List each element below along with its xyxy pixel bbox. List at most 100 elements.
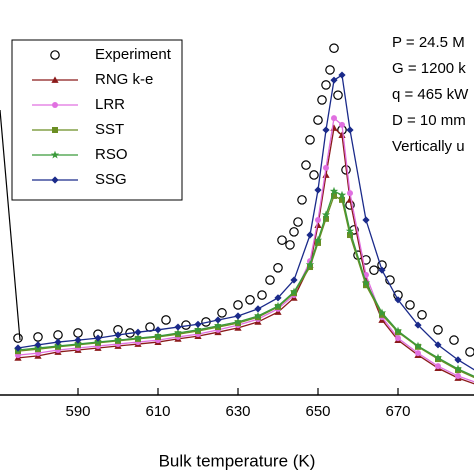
data-point <box>414 321 422 329</box>
series-line <box>17 126 474 385</box>
legend-marker <box>52 102 58 108</box>
data-point <box>315 239 321 246</box>
data-point <box>306 231 314 239</box>
legend-marker <box>52 127 58 133</box>
data-point <box>161 315 171 325</box>
legend-label: LRR <box>95 96 125 113</box>
data-point <box>321 210 331 219</box>
data-point <box>337 190 347 199</box>
legend-box <box>11 39 183 201</box>
data-point <box>330 76 338 84</box>
data-point <box>290 276 298 284</box>
data-point <box>13 333 23 343</box>
data-point <box>245 295 255 305</box>
data-point <box>338 71 346 79</box>
data-point <box>362 216 370 224</box>
data-point <box>405 300 415 310</box>
x-tick-label: 650 <box>305 403 330 420</box>
data-point <box>73 328 83 338</box>
data-point <box>453 364 463 373</box>
data-point <box>323 164 329 171</box>
series-line <box>17 116 474 383</box>
data-point <box>94 334 102 342</box>
data-point <box>322 126 330 134</box>
data-point <box>234 312 242 320</box>
data-point <box>434 341 442 349</box>
data-point <box>133 333 143 342</box>
data-point <box>325 65 335 75</box>
legend-marker <box>51 76 59 83</box>
data-point <box>345 226 355 235</box>
data-point <box>314 186 322 194</box>
data-point <box>323 215 329 222</box>
x-axis-label: Bulk temperature (K) <box>159 451 316 470</box>
data-point <box>274 294 282 302</box>
x-tick-label: 590 <box>65 403 90 420</box>
data-point <box>233 300 243 310</box>
data-point <box>395 335 401 342</box>
data-point <box>305 260 315 269</box>
data-point <box>379 311 385 318</box>
data-point <box>53 330 63 340</box>
data-point <box>257 290 267 300</box>
data-point <box>433 325 443 335</box>
legend-label: Experiment <box>95 46 172 63</box>
data-point <box>305 135 315 145</box>
data-point <box>449 335 459 345</box>
data-point <box>329 43 339 53</box>
series-line <box>17 190 474 377</box>
data-point <box>322 171 330 178</box>
data-point <box>329 186 339 195</box>
data-point <box>454 356 462 364</box>
data-point <box>435 363 441 370</box>
data-point <box>293 217 303 227</box>
data-point <box>413 341 423 350</box>
legend-label: RSO <box>95 146 128 163</box>
legend-label: RNG k-e <box>95 71 153 88</box>
legend-marker <box>50 50 60 60</box>
data-point <box>347 190 353 197</box>
data-point <box>333 90 343 100</box>
data-point <box>113 335 123 344</box>
data-point <box>301 160 311 170</box>
pointer-line <box>0 109 21 341</box>
data-point <box>289 227 299 237</box>
x-tick-label: 630 <box>225 403 250 420</box>
data-point <box>417 310 427 320</box>
data-point <box>346 126 354 134</box>
annotation: Vertically u <box>392 138 465 155</box>
data-point <box>277 235 287 245</box>
data-point <box>313 115 323 125</box>
data-point <box>174 323 182 331</box>
legend-marker <box>51 176 59 184</box>
data-point <box>173 328 183 337</box>
annotation: D = 10 mm <box>392 112 466 129</box>
annotation: G = 1200 k <box>392 60 466 77</box>
data-point <box>369 265 379 275</box>
data-point <box>114 331 122 339</box>
data-point <box>14 344 22 352</box>
data-point <box>253 311 263 320</box>
legend-marker <box>50 150 60 159</box>
x-tick-label: 610 <box>145 403 170 420</box>
data-point <box>54 338 62 346</box>
data-point <box>313 235 323 244</box>
data-point <box>433 353 443 362</box>
data-point <box>297 195 307 205</box>
data-point <box>285 240 295 250</box>
data-point <box>455 373 461 380</box>
data-point <box>331 192 337 199</box>
data-point <box>394 296 402 304</box>
data-point <box>415 350 421 357</box>
data-point <box>378 266 386 274</box>
data-point <box>217 308 227 318</box>
data-point <box>393 326 403 335</box>
data-point <box>321 80 331 90</box>
data-point <box>347 232 353 239</box>
series-line <box>17 73 474 371</box>
data-point <box>233 317 243 326</box>
annotation: P = 24.5 M <box>392 34 465 51</box>
annotation: q = 465 kW <box>392 86 469 103</box>
data-point <box>153 331 163 340</box>
